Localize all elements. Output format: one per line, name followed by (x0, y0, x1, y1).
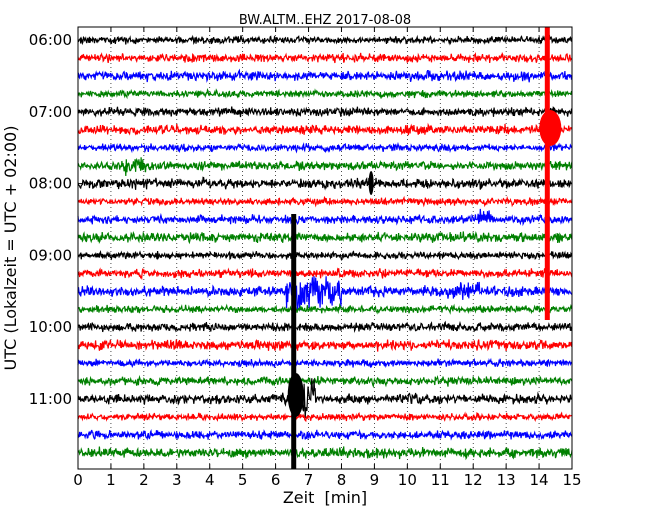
seismogram-trace (77, 208, 573, 227)
x-tick-label: 5 (238, 471, 248, 489)
seismogram-trace (77, 34, 573, 46)
x-tick-label: 9 (370, 471, 380, 489)
vertical-grid (110, 27, 540, 469)
x-tick-label: 8 (337, 471, 347, 489)
y-tick-label: 06:00 (29, 31, 72, 49)
seismogram-trace (77, 195, 573, 208)
seismogram-trace (77, 303, 573, 315)
y-tick-label: 11:00 (29, 390, 72, 408)
y-tick-label: 08:00 (29, 175, 72, 193)
x-tick-label: 13 (497, 471, 516, 489)
seismogram-trace (77, 320, 573, 334)
seismogram-trace (77, 374, 573, 389)
seismogram-trace (77, 276, 573, 311)
seismogram-trace (77, 87, 573, 100)
seismogram-trace (77, 106, 573, 118)
chart-title: BW.ALTM..EHZ 2017-08-08 (239, 13, 411, 28)
seismogram-trace (77, 338, 573, 352)
y-axis-label: UTC (Lokalzeit = UTC + 02:00) (1, 126, 20, 371)
seismogram-trace (77, 249, 573, 261)
seismogram-trace (77, 357, 573, 369)
x-tick-label: 2 (139, 471, 149, 489)
seismogram-trace (77, 428, 573, 441)
x-axis-label: Zeit [min] (283, 488, 367, 507)
seismogram-trace (77, 68, 573, 83)
x-tick-label: 0 (73, 471, 83, 489)
x-tick-label: 15 (562, 471, 581, 489)
x-tick-label: 10 (398, 471, 417, 489)
event-burst (539, 110, 562, 146)
x-tick-label: 4 (205, 471, 215, 489)
axis-ticks: 0 1 2 3 4 5 6 7 8 9 10 11 12 13 14 1506:0007:0008:0009:… (29, 27, 582, 489)
x-tick-label: 11 (431, 471, 450, 489)
x-tick-label: 6 (271, 471, 281, 489)
y-tick-label: 10:00 (29, 318, 72, 336)
seismogram-trace (77, 157, 573, 177)
seismogram-trace (77, 231, 573, 245)
event-burst (368, 171, 374, 195)
plot-frame (77, 26, 573, 470)
seismogram-trace (77, 51, 573, 64)
seismogram-trace (77, 378, 573, 419)
seismogram-trace (77, 176, 573, 191)
x-tick-label: 14 (530, 471, 549, 489)
x-tick-label: 1 (106, 471, 116, 489)
event-spike (544, 27, 550, 320)
seismogram-trace (77, 141, 573, 154)
event-spike (291, 214, 297, 469)
seismogram-trace (77, 267, 573, 281)
x-tick-label: 12 (464, 471, 483, 489)
seismogram-traces (77, 27, 573, 469)
seismogram-trace (77, 122, 573, 136)
y-tick-label: 07:00 (29, 103, 72, 121)
seismogram-trace (77, 446, 573, 461)
seismogram-trace (77, 411, 573, 423)
y-tick-label: 09:00 (29, 246, 72, 264)
x-tick-label: 7 (304, 471, 314, 489)
event-burst (287, 373, 304, 417)
x-tick-label: 3 (172, 471, 182, 489)
